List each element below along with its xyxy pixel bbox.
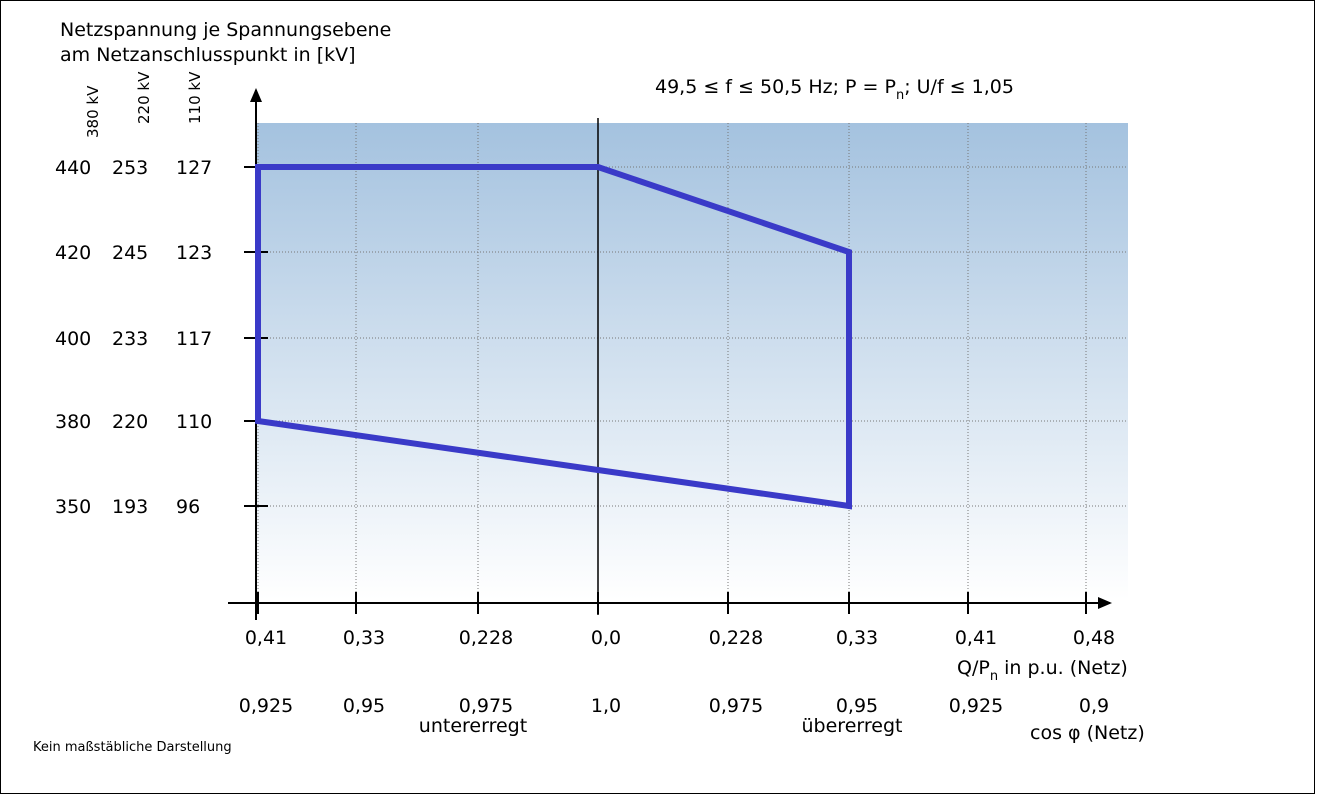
y-tick-label: 380 xyxy=(55,411,91,433)
series-layer xyxy=(255,164,852,510)
level-header-220: 220 kV xyxy=(135,71,153,124)
region-label-untererregt: untererregt xyxy=(419,715,527,737)
x-tick-label-cos: 0,975 xyxy=(459,695,513,717)
x-tick-label-q: 0,48 xyxy=(1073,627,1115,649)
y-tick-label: 117 xyxy=(176,328,212,350)
operating-range-vertex xyxy=(255,418,261,424)
y-tick-label: 193 xyxy=(112,496,148,518)
y-tick-label: 127 xyxy=(176,157,212,179)
chart-title-line-1: Netzspannung je Spannungsebene xyxy=(60,19,391,41)
level-header-380: 380 kV xyxy=(84,85,102,138)
y-tick-label: 253 xyxy=(112,157,148,179)
x-tick-label-cos: 0,95 xyxy=(343,695,385,717)
y-tick-label: 245 xyxy=(112,242,148,264)
x-tick-label-q: 0,0 xyxy=(591,627,621,649)
x-tick-label-cos: 0,925 xyxy=(239,695,293,717)
x-tick-labels: 0,41 0,925 0,33 0,95 0,228 0,975 0,0 1,0 0,228 0,… xyxy=(239,627,1115,717)
y-tick-label: 350 xyxy=(55,496,91,518)
x-axis-label-q: Q/Pn in p.u. (Netz) xyxy=(957,657,1128,684)
plot-area xyxy=(255,123,1128,600)
y-tick-label: 400 xyxy=(55,328,91,350)
x-tick-label-cos: 1,0 xyxy=(591,695,621,717)
chart-title-line-2: am Netzanschlusspunkt in [kV] xyxy=(60,44,356,66)
x-tick-label-cos: 0,95 xyxy=(836,695,878,717)
region-label-uebererregt: übererregt xyxy=(802,715,903,737)
x-tick-label-q: 0,41 xyxy=(955,627,997,649)
y-tick-label: 220 xyxy=(112,411,148,433)
x-tick-label-cos: 0,925 xyxy=(949,695,1003,717)
x-tick-label-q: 0,33 xyxy=(343,627,385,649)
level-header-110: 110 kV xyxy=(186,71,204,124)
x-tick-label-q: 0,228 xyxy=(459,627,513,649)
x-tick-label-cos: 0,9 xyxy=(1079,695,1109,717)
operating-range-vertex xyxy=(846,503,852,509)
y-tick-label: 123 xyxy=(176,242,212,264)
condition-text: 49,5 ≤ f ≤ 50,5 Hz; P = Pn; U/f ≤ 1,05 xyxy=(655,76,1014,103)
y-tick-label: 420 xyxy=(55,242,91,264)
y-tick-label: 233 xyxy=(112,328,148,350)
x-tick-label-q: 0,228 xyxy=(709,627,763,649)
x-axis-label-cos: cos φ (Netz) xyxy=(1030,722,1145,744)
operating-range-vertex xyxy=(255,164,261,170)
operating-range-vertex xyxy=(846,249,852,255)
x-tick-label-q: 0,41 xyxy=(245,627,287,649)
y-tick-label: 440 xyxy=(55,157,91,179)
operating-range-vertex xyxy=(595,164,601,170)
x-tick-label-cos: 0,975 xyxy=(709,695,763,717)
y-tick-label: 96 xyxy=(176,496,200,518)
y-tick-label: 110 xyxy=(176,411,212,433)
operating-range-vertex xyxy=(595,467,601,473)
footnote: Kein maßstäbliche Darstellung xyxy=(33,740,232,755)
y-tick-labels: 440 253 127 420 245 123 400 233 117 380 220 110 350 1… xyxy=(55,157,212,518)
x-tick-label-q: 0,33 xyxy=(836,627,878,649)
